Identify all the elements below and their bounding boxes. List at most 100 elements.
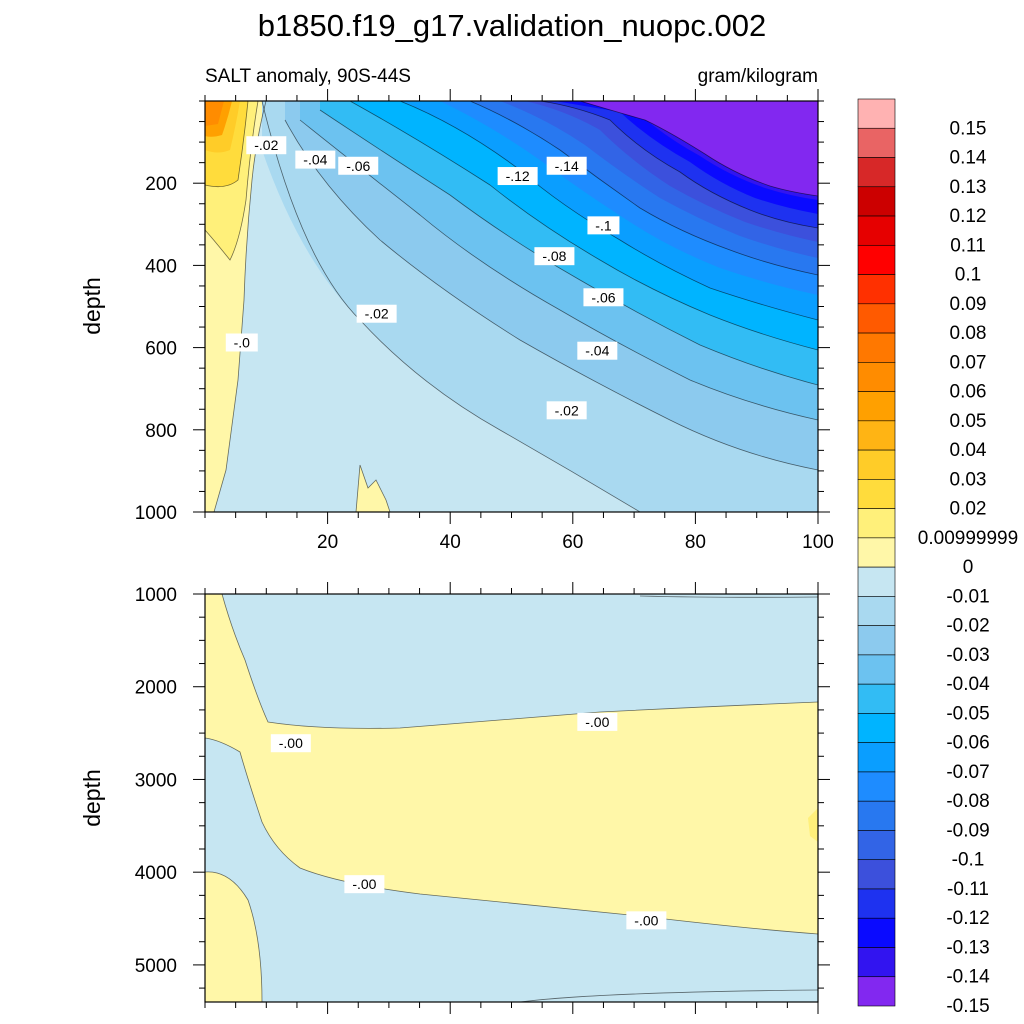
x-tick-label: 20 <box>317 532 338 553</box>
contour-label: -.12 <box>497 167 538 186</box>
colorbar-swatch <box>857 449 896 480</box>
colorbar-label: 0.15 <box>950 118 987 139</box>
upper-contour-fill <box>205 101 818 512</box>
y-tick-label: 2000 <box>135 678 177 699</box>
y-tick-label: 3000 <box>135 770 177 791</box>
colorbar-label: 0.1 <box>955 265 981 286</box>
colorbar-label: -0.1 <box>952 850 985 871</box>
upper-y-axis: 200 400 600 800 1000 <box>135 100 830 524</box>
colorbar-label: 0.13 <box>950 177 987 198</box>
chart-subtitle-left: SALT anomaly, 90S-44S <box>205 66 411 87</box>
colorbar-swatch <box>857 947 896 978</box>
contour-label: -.14 <box>546 156 587 175</box>
svg-text:-.02: -.02 <box>254 137 278 153</box>
contour-label: -.06 <box>338 156 379 175</box>
y-tick-label: 1000 <box>135 503 177 524</box>
lower-x-axis-ticks <box>204 582 819 1014</box>
colorbar-label: 0.00999999 <box>918 528 1018 549</box>
chart-subtitle-right: gram/kilogram <box>698 66 818 87</box>
colorbar-swatch <box>857 683 896 714</box>
contour-label: -.06 <box>583 288 624 307</box>
colorbar-swatch <box>857 976 896 1007</box>
y-tick-label: 400 <box>145 256 177 277</box>
svg-text:-.04: -.04 <box>303 152 327 168</box>
colorbar-label: -0.05 <box>946 703 989 724</box>
colorbar-swatch <box>857 244 896 275</box>
svg-text:-.14: -.14 <box>555 158 579 174</box>
y-tick-label: 4000 <box>135 863 177 884</box>
colorbar-swatch <box>857 888 896 919</box>
lower-y-axis: 1000 2000 3000 4000 5000 <box>135 585 830 989</box>
colorbar-label: -0.12 <box>946 908 989 929</box>
colorbar-swatch <box>857 479 896 509</box>
colorbar-swatch <box>857 566 896 597</box>
contour-label: -.00 <box>270 734 311 753</box>
x-tick-label: 40 <box>440 532 461 553</box>
svg-text:-.1: -.1 <box>595 217 612 233</box>
svg-text:-.04: -.04 <box>585 343 609 359</box>
colorbar: 0.15 0.14 0.13 0.12 0.11 0.1 0.09 0.08 0.07 0.06 0… <box>857 98 1018 1017</box>
colorbar-label: -0.13 <box>946 937 989 958</box>
colorbar-swatch <box>857 771 896 802</box>
upper-x-axis: 20 40 60 80 100 <box>204 89 834 553</box>
colorbar-swatch <box>857 508 896 539</box>
x-tick-label: 60 <box>562 532 583 553</box>
colorbar-label: -0.14 <box>946 967 990 988</box>
colorbar-label: 0.08 <box>950 323 987 344</box>
colorbar-swatch <box>857 713 896 743</box>
lower-y-axis-label: depth <box>79 769 105 827</box>
colorbar-swatch <box>857 742 896 773</box>
colorbar-label: 0.03 <box>950 469 987 490</box>
svg-text:-.06: -.06 <box>346 158 370 174</box>
colorbar-label: 0.04 <box>950 440 987 461</box>
y-tick-label: 200 <box>145 174 177 195</box>
colorbar-label: 0.02 <box>950 499 987 520</box>
chart-title: b1850.f19_g17.validation_nuopc.002 <box>258 8 767 43</box>
svg-text:-.00: -.00 <box>279 735 303 751</box>
colorbar-label: -0.01 <box>946 586 989 607</box>
colorbar-label: -0.04 <box>946 674 990 695</box>
colorbar-label: -0.11 <box>947 879 989 900</box>
upper-y-axis-label: depth <box>79 277 105 335</box>
colorbar-label: 0.06 <box>950 382 987 403</box>
colorbar-label: -0.06 <box>946 733 989 754</box>
colorbar-swatch <box>857 830 896 861</box>
contour-label: -.02 <box>356 304 397 323</box>
contour-label: -.1 <box>587 216 620 235</box>
colorbar-swatch <box>857 157 896 188</box>
colorbar-swatch <box>857 654 896 685</box>
colorbar-swatch <box>857 332 896 363</box>
colorbar-swatch <box>857 800 896 831</box>
colorbar-swatch <box>857 186 896 217</box>
colorbar-label: 0.11 <box>950 235 986 256</box>
contour-label: -.00 <box>626 911 667 930</box>
colorbar-label: -0.02 <box>946 616 989 637</box>
colorbar-swatch <box>857 917 896 948</box>
colorbar-swatch <box>857 596 896 626</box>
colorbar-label: -0.15 <box>946 996 989 1017</box>
colorbar-swatch <box>857 215 896 246</box>
contour-label: -.04 <box>577 341 618 360</box>
lower-contour-fill <box>205 594 818 1002</box>
contour-label: -.04 <box>295 150 336 169</box>
x-tick-label: 80 <box>685 532 706 553</box>
svg-text:-.08: -.08 <box>542 248 566 264</box>
colorbar-swatch <box>857 625 896 656</box>
colorbar-swatch <box>857 537 896 568</box>
svg-text:-.12: -.12 <box>506 168 530 184</box>
contour-label: -.00 <box>577 712 618 731</box>
colorbar-swatch <box>857 420 896 451</box>
svg-text:-.02: -.02 <box>365 306 389 322</box>
colorbar-label: -0.09 <box>946 820 989 841</box>
colorbar-swatch <box>857 127 896 158</box>
colorbar-swatch <box>857 303 896 334</box>
lower-contour-labels: -.00 -.00 -.00 -.00 <box>270 712 667 930</box>
x-tick-label: 100 <box>802 532 834 553</box>
svg-text:-.00: -.00 <box>585 714 609 730</box>
colorbar-label: 0.14 <box>950 148 987 169</box>
contour-label: -.02 <box>246 136 287 155</box>
svg-text:-.00: -.00 <box>352 876 376 892</box>
colorbar-label: 0 <box>963 557 974 578</box>
svg-text:-.06: -.06 <box>591 289 615 305</box>
colorbar-label: 0.12 <box>950 206 987 227</box>
